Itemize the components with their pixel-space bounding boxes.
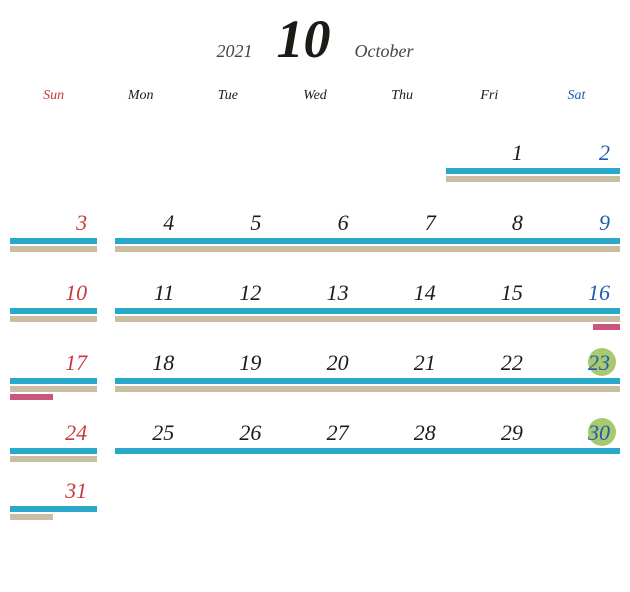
day-number: 10 (65, 280, 87, 306)
day-cell: 31 (10, 468, 97, 538)
day-number: 23 (588, 350, 610, 376)
day-number: 7 (425, 210, 436, 236)
day-number: 20 (327, 350, 349, 376)
day-number: 31 (65, 478, 87, 504)
event-bar (446, 168, 620, 174)
day-number: 27 (327, 420, 349, 446)
event-bar (10, 386, 97, 392)
day-number: 9 (599, 210, 610, 236)
day-number: 4 (163, 210, 174, 236)
event-bar (10, 238, 97, 244)
event-bar (115, 448, 620, 454)
calendar-header: 2021 10 October (0, 0, 630, 78)
day-number: 6 (338, 210, 349, 236)
day-number: 22 (501, 350, 523, 376)
event-bar (10, 316, 97, 322)
dayname-wed: Wed (271, 88, 358, 118)
day-cell (359, 468, 446, 538)
day-number: 3 (76, 210, 87, 236)
day-cell (10, 118, 97, 188)
day-number: 24 (65, 420, 87, 446)
day-number: 1 (512, 140, 523, 166)
dayname-thu: Thu (359, 88, 446, 118)
event-bar (115, 308, 620, 314)
dayname-sun: Sun (10, 88, 97, 118)
day-number: 21 (414, 350, 436, 376)
day-number: 30 (588, 420, 610, 446)
day-number: 5 (250, 210, 261, 236)
day-number: 8 (512, 210, 523, 236)
event-bar (10, 448, 97, 454)
day-number: 28 (414, 420, 436, 446)
day-cell (533, 468, 620, 538)
day-number: 26 (239, 420, 261, 446)
month-number: 10 (277, 8, 331, 70)
event-bar (10, 308, 97, 314)
day-number: 12 (239, 280, 261, 306)
year-label: 2021 (217, 41, 253, 62)
event-bar (115, 316, 620, 322)
day-number: 16 (588, 280, 610, 306)
day-cell: 29 (446, 398, 533, 468)
day-number: 17 (65, 350, 87, 376)
day-number: 18 (152, 350, 174, 376)
day-number: 19 (239, 350, 261, 376)
event-bar (10, 378, 97, 384)
event-bar (115, 238, 620, 244)
day-cell (184, 468, 271, 538)
day-cell (446, 468, 533, 538)
day-cell: 25 (97, 398, 184, 468)
day-cell: 26 (184, 398, 271, 468)
day-number: 11 (154, 280, 174, 306)
day-cell (359, 118, 446, 188)
dayname-sat: Sat (533, 88, 620, 118)
dayname-mon: Mon (97, 88, 184, 118)
day-number: 29 (501, 420, 523, 446)
day-cell: 30 (533, 398, 620, 468)
day-number: 15 (501, 280, 523, 306)
event-bar (115, 386, 620, 392)
month-name: October (355, 41, 414, 62)
day-number: 25 (152, 420, 174, 446)
dayname-tue: Tue (184, 88, 271, 118)
calendar-grid: SunMonTueWedThuFriSat1234567891011121314… (10, 88, 620, 538)
event-bar (115, 378, 620, 384)
day-number: 14 (414, 280, 436, 306)
day-cell (97, 118, 184, 188)
event-bar (10, 514, 53, 520)
event-bar (10, 456, 97, 462)
day-cell (184, 118, 271, 188)
day-number: 2 (599, 140, 610, 166)
day-number: 13 (327, 280, 349, 306)
event-bar (115, 246, 620, 252)
event-bar (10, 506, 97, 512)
day-cell (271, 468, 358, 538)
event-bar (10, 246, 97, 252)
event-bar (446, 176, 620, 182)
day-cell (97, 468, 184, 538)
day-cell: 27 (271, 398, 358, 468)
day-cell (271, 118, 358, 188)
day-cell: 28 (359, 398, 446, 468)
dayname-fri: Fri (446, 88, 533, 118)
